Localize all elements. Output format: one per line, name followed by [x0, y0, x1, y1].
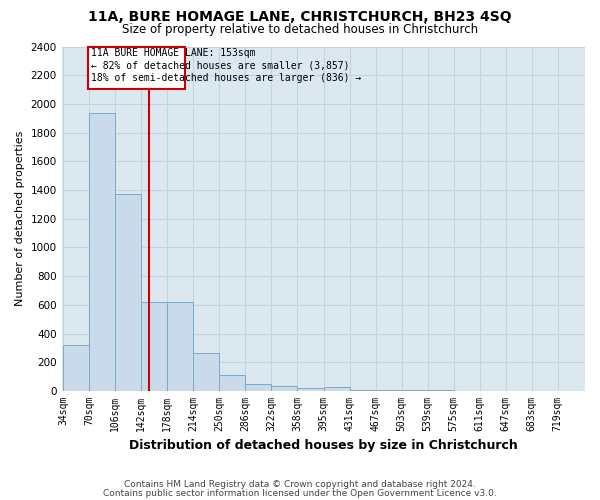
Text: Contains public sector information licensed under the Open Government Licence v3: Contains public sector information licen… [103, 488, 497, 498]
Bar [350, 390, 376, 391]
Bar [193, 353, 219, 391]
Text: Size of property relative to detached houses in Christchurch: Size of property relative to detached ho… [122, 22, 478, 36]
X-axis label: Distribution of detached houses by size in Christchurch: Distribution of detached houses by size … [129, 440, 518, 452]
Bar [428, 390, 454, 391]
Bar [141, 302, 167, 391]
Text: 11A, BURE HOMAGE LANE, CHRISTCHURCH, BH23 4SQ: 11A, BURE HOMAGE LANE, CHRISTCHURCH, BH2… [88, 10, 512, 24]
Text: 11A BURE HOMAGE LANE: 153sqm: 11A BURE HOMAGE LANE: 153sqm [91, 48, 255, 58]
Y-axis label: Number of detached properties: Number of detached properties [15, 131, 25, 306]
Bar [401, 390, 428, 391]
Bar [167, 302, 193, 391]
Text: 18% of semi-detached houses are larger (836) →: 18% of semi-detached houses are larger (… [91, 74, 361, 84]
Text: ← 82% of detached houses are smaller (3,857): ← 82% of detached houses are smaller (3,… [91, 61, 349, 71]
Bar [271, 386, 297, 391]
Bar [88, 46, 185, 89]
Bar [219, 374, 245, 391]
Text: Contains HM Land Registry data © Crown copyright and database right 2024.: Contains HM Land Registry data © Crown c… [124, 480, 476, 489]
Bar [323, 386, 350, 391]
Bar [297, 388, 323, 391]
Bar [89, 112, 115, 391]
Bar [63, 345, 89, 391]
Bar [115, 194, 141, 391]
Bar [245, 384, 271, 391]
Bar [376, 390, 401, 391]
